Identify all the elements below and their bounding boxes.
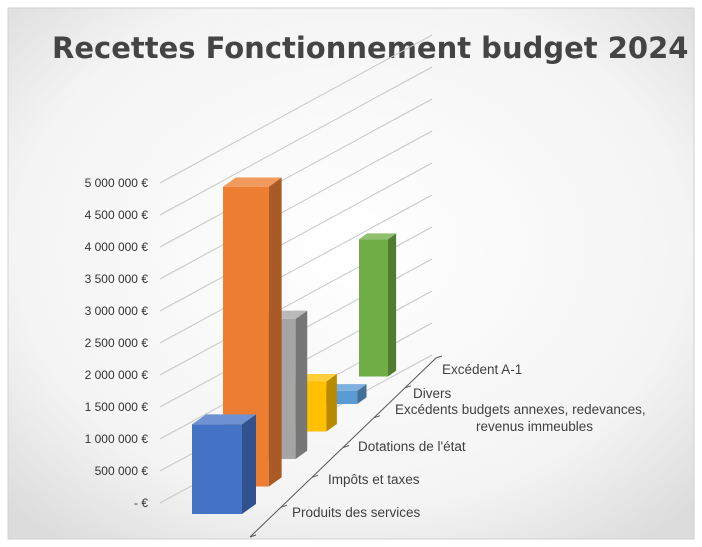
y-tick-label: 500 000 €: [95, 464, 149, 478]
bar-front: [192, 424, 242, 514]
x-category-label: Dotations de l'état: [358, 439, 466, 454]
gridline: [159, 98, 433, 248]
y-tick-label: 4 500 000 €: [85, 208, 149, 222]
x-category-label: Excédent A-1: [442, 362, 522, 377]
bar-side: [326, 374, 337, 432]
y-tick-label: 2 000 000 €: [85, 368, 149, 382]
y-tick-label: 1 000 000 €: [85, 432, 149, 446]
y-tick-label: 5 000 000 €: [85, 176, 149, 190]
category-axis-tick: [280, 504, 288, 508]
bar-top: [192, 414, 256, 425]
bar-side: [242, 414, 256, 514]
axes: [249, 355, 443, 538]
bar-front: [359, 239, 388, 377]
gridline: [159, 66, 433, 216]
bar-top: [223, 177, 282, 187]
category-axis-tick: [249, 534, 257, 538]
bar-top: [359, 233, 397, 240]
bar-side: [357, 384, 367, 404]
y-tick-label: 3 000 000 €: [85, 304, 149, 318]
category-axis-tick: [435, 355, 443, 359]
bar-side: [388, 233, 397, 377]
y-tick-label: - €: [134, 496, 148, 510]
bars: [192, 177, 397, 514]
chart-background: [7, 7, 695, 540]
category-axis-tick: [373, 415, 381, 419]
bar: [359, 233, 397, 377]
x-category-label: Produits des services: [292, 505, 421, 520]
x-category-label: Excédents budgets annexes, redevances,: [395, 402, 646, 417]
gridline: [159, 130, 433, 280]
bar-side: [295, 310, 308, 459]
x-category-label: revenus immeubles: [476, 419, 593, 434]
bar: [192, 414, 256, 514]
category-axis-tick: [311, 474, 319, 478]
y-tick-label: 2 500 000 €: [85, 336, 149, 350]
x-category-label: Impôts et taxes: [328, 472, 420, 487]
y-tick-label: 3 500 000 €: [85, 272, 149, 286]
category-axis-tick: [342, 445, 350, 448]
y-tick-label: 4 000 000 €: [85, 240, 149, 254]
category-axis-tick: [404, 385, 412, 389]
gridline: [159, 162, 433, 312]
gridline: [159, 34, 433, 184]
labels: - € 500 000 € 1 000 000 € 1 500 000 € 2 000 …: [85, 176, 646, 520]
chart-title: Recettes Fonctionnement budget 2024: [52, 31, 688, 65]
bar-side: [268, 177, 282, 487]
x-category-label: Divers: [413, 386, 452, 401]
y-tick-label: 1 500 000 €: [85, 400, 149, 414]
gridline: [159, 194, 433, 344]
